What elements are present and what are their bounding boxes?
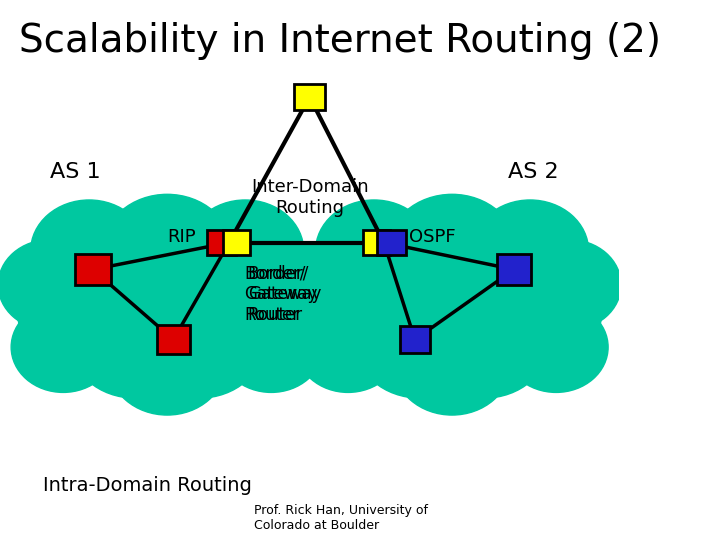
FancyBboxPatch shape <box>157 325 190 354</box>
Circle shape <box>517 240 621 330</box>
Circle shape <box>387 194 517 307</box>
FancyBboxPatch shape <box>294 84 325 110</box>
Circle shape <box>186 200 304 302</box>
Circle shape <box>37 217 180 341</box>
Circle shape <box>154 217 297 341</box>
Circle shape <box>472 200 589 302</box>
Circle shape <box>315 200 433 302</box>
Text: Border/
Gateway
Router: Border/ Gateway Router <box>245 264 318 323</box>
FancyBboxPatch shape <box>363 231 390 255</box>
Circle shape <box>31 200 148 302</box>
Text: Prof. Rick Han, University of
Colorado at Boulder: Prof. Rick Han, University of Colorado a… <box>254 504 428 532</box>
Text: Scalability in Internet Routing (2): Scalability in Internet Routing (2) <box>19 22 660 59</box>
Circle shape <box>485 262 602 364</box>
Circle shape <box>135 285 265 398</box>
Circle shape <box>76 222 258 381</box>
FancyBboxPatch shape <box>497 254 531 285</box>
Circle shape <box>504 302 608 393</box>
Circle shape <box>11 302 115 393</box>
Text: RIP: RIP <box>167 228 196 246</box>
Text: AS 2: AS 2 <box>508 163 559 183</box>
Circle shape <box>109 313 226 415</box>
Circle shape <box>283 240 387 330</box>
Circle shape <box>219 302 323 393</box>
Circle shape <box>102 194 233 307</box>
Circle shape <box>420 285 549 398</box>
Circle shape <box>18 262 135 364</box>
Text: AS 1: AS 1 <box>50 163 100 183</box>
Circle shape <box>296 302 400 393</box>
FancyBboxPatch shape <box>207 230 236 255</box>
Circle shape <box>354 285 485 398</box>
FancyBboxPatch shape <box>400 326 431 353</box>
Circle shape <box>439 217 582 341</box>
FancyBboxPatch shape <box>75 254 111 285</box>
Circle shape <box>361 222 543 381</box>
Circle shape <box>0 240 102 330</box>
Circle shape <box>199 262 317 364</box>
Text: Inter-Domain
Routing: Inter-Domain Routing <box>251 178 369 217</box>
Circle shape <box>302 262 420 364</box>
Circle shape <box>233 240 336 330</box>
FancyBboxPatch shape <box>222 231 251 255</box>
Circle shape <box>322 217 465 341</box>
Circle shape <box>394 313 510 415</box>
Circle shape <box>70 285 199 398</box>
FancyBboxPatch shape <box>377 230 406 255</box>
Text: Intra-Domain Routing: Intra-Domain Routing <box>43 476 252 495</box>
Text: Border/
Gateway
Router: Border/ Gateway Router <box>248 264 321 323</box>
Text: OSPF: OSPF <box>409 228 455 246</box>
